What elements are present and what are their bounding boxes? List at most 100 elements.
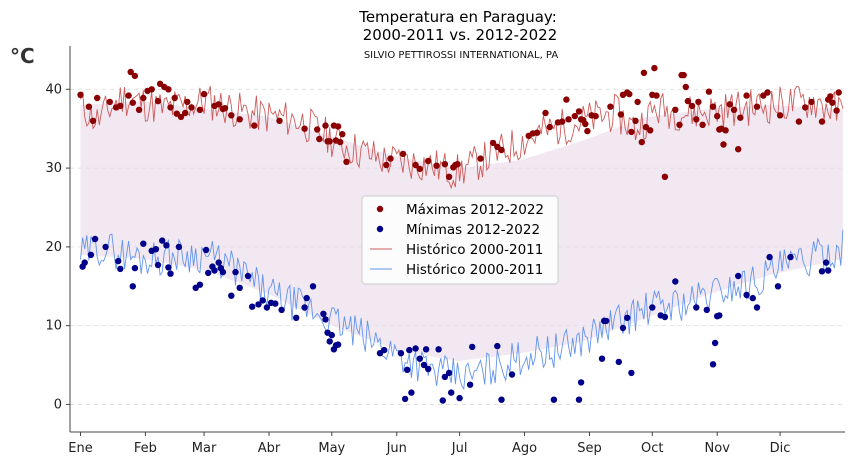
max-point <box>236 116 243 123</box>
max-point <box>693 116 700 123</box>
x-tick-label: Abr <box>258 441 281 456</box>
max-point <box>301 125 308 132</box>
max-point <box>638 138 645 146</box>
max-point <box>695 98 702 106</box>
max-point <box>454 161 461 168</box>
min-point <box>598 355 606 362</box>
min-point <box>328 331 335 339</box>
min-point <box>494 342 501 350</box>
max-point <box>326 138 333 145</box>
min-point <box>228 292 235 299</box>
max-point <box>617 111 625 118</box>
min-point <box>322 316 329 323</box>
min-point <box>753 304 761 311</box>
max-point <box>387 155 394 162</box>
max-point <box>85 103 93 110</box>
max-point <box>634 98 641 106</box>
max-point <box>730 106 738 114</box>
min-point <box>615 358 622 366</box>
max-point <box>829 99 836 106</box>
max-point <box>592 112 599 120</box>
max-point <box>743 92 750 99</box>
x-tick-label: Oct <box>641 441 663 456</box>
max-point <box>188 104 195 111</box>
min-point <box>301 304 308 311</box>
max-point <box>808 98 815 106</box>
historical-line-max <box>80 85 844 190</box>
min-point <box>469 343 476 351</box>
max-point <box>818 118 826 125</box>
min-point <box>293 314 300 321</box>
max-point <box>131 72 139 80</box>
max-point <box>433 162 440 169</box>
min-point <box>131 264 139 272</box>
max-point <box>647 127 654 134</box>
max-point <box>632 117 639 125</box>
max-point <box>571 112 578 120</box>
max-point <box>441 161 449 168</box>
max-point <box>651 64 658 72</box>
max-point <box>89 117 97 125</box>
max-point <box>835 89 842 96</box>
min-point <box>272 300 279 307</box>
max-point <box>117 102 124 110</box>
min-point <box>117 265 124 273</box>
min-point <box>205 269 212 277</box>
min-point <box>577 379 585 386</box>
chart-title-line-2: 2000-2011 vs. 2012-2022 <box>363 26 558 44</box>
max-point <box>753 103 761 110</box>
min-point <box>822 259 830 266</box>
legend-box <box>361 195 559 285</box>
min-point <box>672 278 679 285</box>
max-point <box>559 118 566 125</box>
min-point <box>219 268 227 276</box>
max-point <box>127 68 134 76</box>
min-point <box>649 304 656 311</box>
max-point <box>148 86 155 93</box>
min-point <box>244 272 252 280</box>
x-tick-label: Mar <box>192 441 217 456</box>
min-point <box>435 346 442 353</box>
max-point <box>688 102 696 110</box>
max-point <box>653 92 660 99</box>
max-point <box>626 90 633 98</box>
max-point <box>684 97 692 105</box>
max-point <box>200 90 208 98</box>
y-tick-label: 20 <box>45 240 62 255</box>
min-point <box>550 396 558 403</box>
min-point <box>326 338 333 345</box>
max-point <box>316 135 323 143</box>
min-point <box>787 253 794 261</box>
min-point <box>140 240 147 247</box>
min-point <box>749 294 756 302</box>
max-point <box>827 93 834 100</box>
max-point <box>542 109 549 117</box>
max-point <box>722 127 729 134</box>
max-point <box>276 117 283 125</box>
max-point <box>154 97 162 105</box>
min-point <box>661 313 669 321</box>
max-point <box>251 122 258 129</box>
min-point <box>303 294 310 302</box>
min-point <box>408 389 415 396</box>
x-tick-label: May <box>318 441 345 456</box>
min-point <box>818 268 826 275</box>
min-point <box>404 366 411 373</box>
max-point <box>795 118 803 125</box>
chart-title-line-1: Temperatura en Paraguay: <box>358 8 557 26</box>
legend-label: Mínimas 2012-2022 <box>406 222 540 238</box>
max-point <box>399 150 407 158</box>
min-point <box>466 381 474 388</box>
max-point <box>106 98 114 106</box>
historical-line-min <box>80 229 844 391</box>
max-point <box>607 103 614 110</box>
min-point <box>575 396 583 403</box>
max-point <box>672 106 679 114</box>
min-point <box>159 237 166 244</box>
min-point <box>255 301 262 308</box>
max-point <box>343 158 350 165</box>
min-point <box>735 272 742 280</box>
max-point <box>322 122 329 129</box>
max-point <box>129 99 136 106</box>
legend-label: Máximas 2012-2022 <box>406 202 544 218</box>
